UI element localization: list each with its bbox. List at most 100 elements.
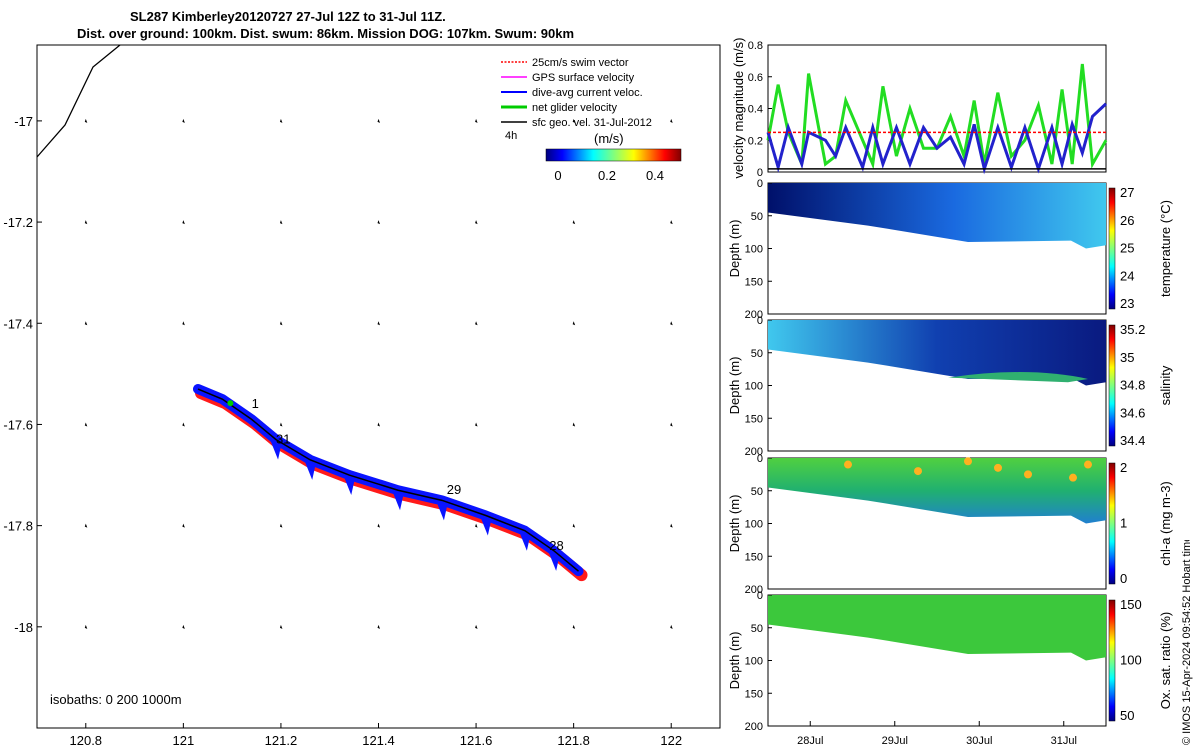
map-panel: 120.8 121 121.2 121.4 121.6 121.8 122 -17 -17.2… (3, 44, 721, 748)
time-tick-label: 31Jul (1051, 735, 1077, 747)
map-ytick-label: -17.4 (3, 316, 33, 331)
surface-arrow (475, 321, 478, 326)
current-vector-spike (392, 490, 405, 511)
map-legend: 25cm/s swim vector GPS surface velocity … (501, 57, 682, 183)
map-xtick-label: 120.8 (70, 733, 103, 748)
colorbar-tick-2: 0.4 (646, 168, 664, 183)
colorbar-unit: (m/s) (594, 131, 624, 146)
legend-geo-label: sfc geo. vel. 31-Jul-2012 (532, 117, 652, 129)
title-line-1: SL287 Kimberley20120727 27-Jul 12Z to 31… (130, 9, 446, 24)
surface-arrow (182, 422, 185, 427)
surface-arrow (572, 321, 576, 326)
section-data (768, 595, 1106, 661)
section-ytick-label: 200 (745, 309, 763, 321)
section-ytick-label: 200 (745, 446, 763, 458)
section-ytick-label: 50 (751, 211, 763, 223)
map-x-axis: 120.8 121 121.2 121.4 121.6 121.8 122 (70, 723, 682, 748)
surface-arrow (84, 422, 88, 427)
surface-arrow (475, 422, 478, 427)
surface-arrow (279, 118, 283, 123)
surface-arrow (377, 624, 380, 629)
chl-hotspot (1069, 473, 1077, 482)
day-label: 1 (252, 396, 259, 411)
chl-hotspot (994, 463, 1002, 472)
day-label: 29 (447, 482, 461, 497)
surface-arrow (84, 523, 88, 528)
section-data (768, 320, 1106, 386)
section-ytick-label: 0 (757, 178, 763, 190)
velocity-series-1 (766, 102, 1108, 175)
colorbar-label: chl-a (mg m-3) (1158, 481, 1173, 566)
section-ylabel: Depth (m) (727, 357, 742, 415)
map-xtick-label: 121.4 (362, 733, 395, 748)
velocity-panel: 0 0.2 0.4 0.6 0.8 velocity magnitude (m/s) (731, 38, 1108, 179)
velocity-y-axis: 0 0.2 0.4 0.6 0.8 (748, 40, 772, 179)
time-tick-label: 30Jul (966, 735, 992, 747)
section-data (768, 183, 1106, 249)
colorbar-tick-label: 0 (1120, 571, 1127, 586)
current-vector-spike (479, 515, 492, 536)
colorbar-tick-label: 34.4 (1120, 433, 1145, 448)
legend-current-label: dive-avg current veloc. (532, 87, 643, 99)
surface-arrow (475, 624, 478, 629)
surface-arrow (84, 118, 88, 123)
velocity-frame (767, 44, 1107, 173)
colorbar-tick-0: 0 (554, 168, 561, 183)
colorbar-tick-label: 35.2 (1120, 322, 1145, 337)
map-xtick-label: 121.2 (265, 733, 298, 748)
title-line-2: Dist. over ground: 100km. Dist. swum: 86… (77, 26, 575, 41)
surface-arrow (84, 321, 88, 326)
section-ytick-label: 0 (757, 453, 763, 465)
velocity-ylabel: velocity magnitude (m/s) (731, 38, 746, 179)
map-ytick-label: -18 (14, 620, 33, 635)
map-ytick-label: -17.2 (3, 215, 33, 230)
section-ytick-label: 100 (745, 519, 763, 531)
surface-arrow (572, 118, 576, 123)
current-vector-spike (435, 500, 448, 521)
surface-arrow (377, 523, 380, 528)
section-ytick-label: 150 (745, 688, 763, 700)
velocity-series (766, 63, 1108, 175)
surface-arrow (279, 523, 283, 528)
map-xtick-label: 121.8 (557, 733, 590, 748)
section-panel-2: 0 50 100 150 200 Depth (m) 34.4 34.6 34.8 35 35.2 s… (727, 315, 1173, 458)
colorbar-label: salinity (1158, 365, 1173, 405)
section-ytick-label: 50 (751, 348, 763, 360)
surface-arrow (377, 321, 380, 326)
surface-arrow (182, 321, 185, 326)
section-colorbar (1108, 187, 1116, 310)
map-xtick-label: 121 (173, 733, 195, 748)
colorbar-tick-label: 34.8 (1120, 378, 1145, 393)
chl-hotspot (1084, 460, 1092, 469)
section-data (768, 458, 1106, 524)
day-label: 31 (276, 432, 290, 447)
surface-arrow (377, 220, 380, 225)
colorbar-tick-label: 27 (1120, 185, 1134, 200)
section-panel-4: 0 50 100 150 200 Depth (m) 50 100 150 Ox. sat. ra… (727, 590, 1173, 733)
legend-net-label: net glider velocity (532, 102, 617, 114)
section-ytick-label: 0 (757, 315, 763, 327)
legend-swim-label: 25cm/s swim vector (532, 57, 629, 69)
surface-arrow (377, 422, 380, 427)
legend-gps-label: GPS surface velocity (532, 72, 635, 84)
velocity-ytick-label: 0.6 (748, 72, 763, 84)
map-xtick-label: 121.6 (460, 733, 493, 748)
map-y-axis: -17 -17.2 -17.4 -17.6 -17.8 -18 (3, 114, 42, 635)
current-vector-spike (304, 459, 317, 480)
colorbar-tick-label: 50 (1120, 708, 1134, 723)
velocity-ytick-label: 0.8 (748, 40, 763, 52)
chl-hotspot (844, 460, 852, 469)
time-tick-label: 28Jul (797, 735, 823, 747)
section-ytick-label: 200 (745, 584, 763, 596)
section-ytick-label: 0 (757, 590, 763, 602)
section-ytick-label: 100 (745, 244, 763, 256)
current-vector-spike (518, 530, 531, 551)
day-label: 28 (549, 538, 563, 553)
glider-path (197, 388, 580, 572)
surface-arrow (182, 118, 185, 123)
section-ytick-label: 50 (751, 623, 763, 635)
scale-label: 4h (505, 130, 517, 142)
surface-arrow (84, 624, 88, 629)
surface-arrow (279, 422, 283, 427)
